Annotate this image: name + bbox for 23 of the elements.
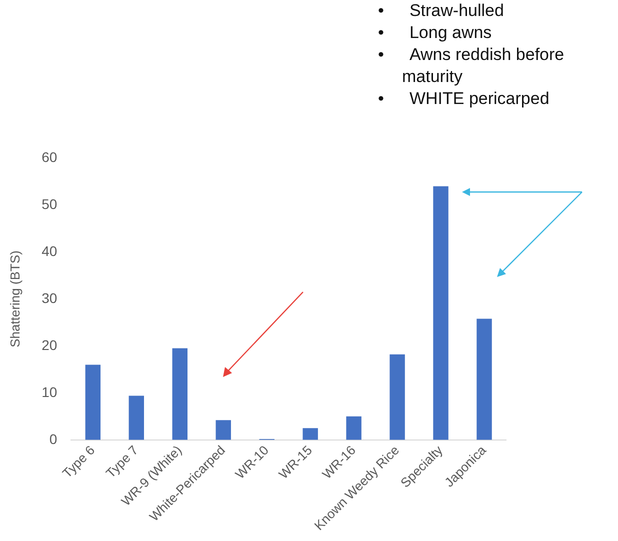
y-tick-label: 20: [42, 336, 58, 353]
bar: [346, 416, 362, 440]
y-tick-label: 0: [49, 430, 58, 447]
y-tick-label: 60: [42, 148, 58, 165]
bar: [476, 318, 492, 440]
text: • Straw-hulled: [378, 0, 505, 22]
bar: [433, 186, 448, 440]
y-tick-label: 40: [42, 242, 58, 259]
text: • Awns reddish before maturity: [378, 44, 566, 88]
x-tick-label: Type 6: [59, 442, 98, 481]
bar: [85, 364, 101, 440]
bar: [216, 420, 231, 440]
y-tick-label: 30: [42, 290, 58, 306]
bar: [172, 348, 188, 440]
bar: [390, 354, 405, 440]
y-tick-label: 10: [42, 384, 58, 400]
x-tick-label: Type 7: [102, 442, 142, 481]
y-tick-label: 50: [42, 196, 58, 212]
text: • Long awns: [378, 22, 493, 44]
bar: [128, 396, 144, 440]
y-axis-title: Shattering (BTS): [7, 250, 22, 348]
text: • WHITE pericarped: [378, 88, 550, 110]
bar: [302, 428, 318, 440]
